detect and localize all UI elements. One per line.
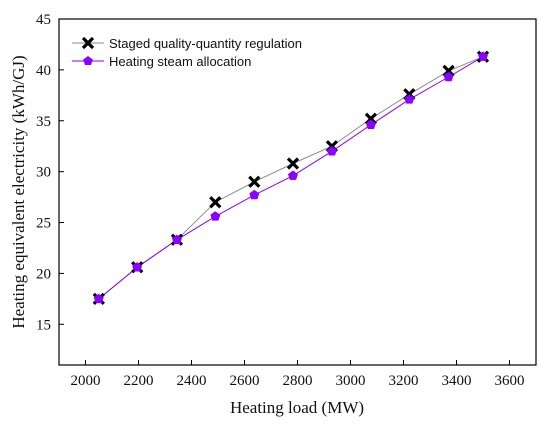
legend-marker-staged — [81, 36, 95, 50]
legend-label-staged: Staged quality-quantity regulation — [109, 36, 302, 51]
data-point-staged — [248, 175, 261, 188]
data-point-steam — [210, 211, 221, 221]
x-tick-label: 3000 — [336, 373, 366, 389]
data-point-staged — [286, 157, 300, 170]
x-tick-label: 3200 — [389, 373, 419, 389]
data-point-steam — [288, 170, 298, 180]
data-point-steam — [132, 262, 143, 272]
plot-frame — [58, 18, 537, 366]
x-tick-label: 3600 — [495, 373, 525, 389]
y-tick-label: 25 — [36, 216, 51, 232]
y-tick-label: 35 — [36, 114, 51, 130]
y-axis-ticks: 15 20 25 30 35 40 45 — [36, 12, 64, 333]
legend-marker-steam — [83, 56, 93, 65]
x-tick-label: 2400 — [177, 373, 207, 389]
x-axis-label: Heating load (MW) — [230, 398, 364, 417]
y-tick-label: 20 — [36, 266, 51, 282]
x-tick-label: 2600 — [230, 373, 260, 389]
data-point-steam — [249, 189, 260, 200]
data-point-steam — [404, 94, 415, 104]
y-tick-label: 30 — [36, 165, 51, 181]
legend: Staged quality-quantity regulation Heati… — [72, 36, 302, 69]
data-point-staged — [209, 196, 222, 209]
x-tick-label: 2000 — [71, 373, 101, 389]
x-tick-label: 3400 — [442, 373, 472, 389]
y-tick-label: 45 — [36, 12, 51, 28]
x-tick-label: 2200 — [124, 373, 154, 389]
x-tick-label: 2800 — [283, 373, 313, 389]
y-tick-label: 40 — [36, 63, 51, 79]
y-tick-label: 15 — [36, 317, 51, 333]
y-axis-label: Heating equivalent electricity (kWh/GJ) — [9, 55, 28, 328]
data-point-steam — [93, 293, 104, 304]
legend-label-steam: Heating steam allocation — [109, 54, 251, 69]
data-point-steam — [366, 119, 376, 129]
data-point-steam — [443, 71, 454, 82]
series-layer — [92, 50, 490, 306]
data-point-steam — [478, 51, 488, 61]
data-point-steam — [327, 146, 337, 156]
data-point-steam — [172, 234, 182, 244]
x-axis-ticks: 2000 2200 2400 2600 2800 3000 3200 3400 3600 — [71, 360, 525, 389]
